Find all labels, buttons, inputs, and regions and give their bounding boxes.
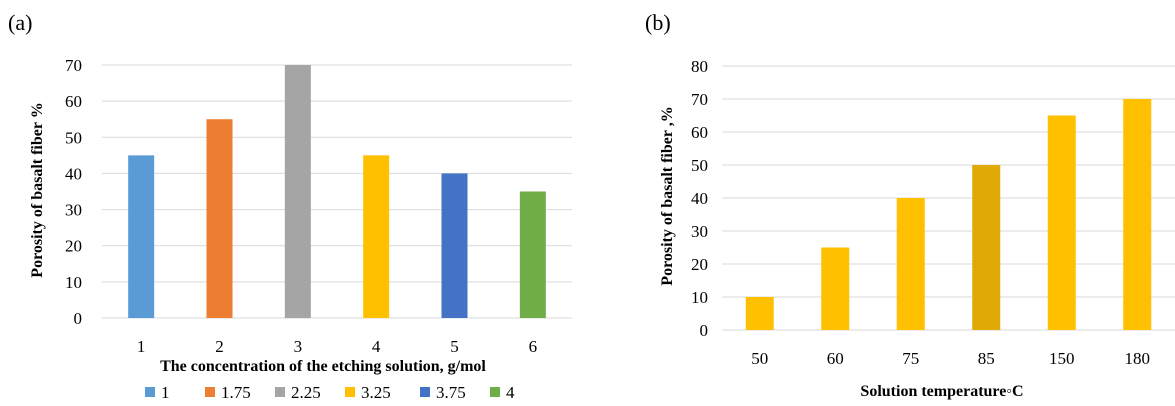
x-tick-label: 6 bbox=[529, 337, 538, 356]
x-axis-title-a: The concentration of the etching solutio… bbox=[160, 358, 486, 375]
y-tick-label: 30 bbox=[691, 222, 708, 241]
y-tick-label: 50 bbox=[691, 156, 708, 175]
y-tick-label: 80 bbox=[691, 57, 708, 76]
legend-swatch bbox=[205, 387, 215, 397]
x-tick-label: 85 bbox=[978, 349, 995, 368]
bar bbox=[128, 155, 155, 318]
legend-label: 3.25 bbox=[361, 383, 391, 402]
x-tick-label: 3 bbox=[294, 337, 303, 356]
x-axis-title-b: Solution temperature◦C bbox=[860, 383, 1023, 400]
bars-b bbox=[745, 99, 1152, 330]
y-tick-label: 60 bbox=[691, 123, 708, 142]
y-tick-label: 50 bbox=[65, 128, 82, 147]
legend-label: 2.25 bbox=[291, 383, 321, 402]
bar bbox=[441, 173, 468, 318]
y-ticks-a: 0 10 20 30 40 50 60 70 bbox=[65, 56, 82, 328]
x-tick-label: 180 bbox=[1125, 349, 1151, 368]
bar bbox=[745, 297, 774, 330]
bar bbox=[972, 165, 1001, 330]
y-tick-label: 70 bbox=[65, 56, 82, 75]
legend-swatch bbox=[145, 387, 155, 397]
panel-label-b: (b) bbox=[645, 10, 671, 35]
gridlines-a bbox=[102, 64, 572, 319]
y-axis-title-a: Porosity of basalt fiber % bbox=[29, 102, 46, 277]
x-tick-label: 5 bbox=[450, 337, 459, 356]
y-tick-label: 30 bbox=[65, 201, 82, 220]
bar bbox=[284, 65, 311, 318]
x-tick-label: 2 bbox=[215, 337, 224, 356]
bar bbox=[1123, 99, 1152, 330]
legend-swatch bbox=[420, 387, 430, 397]
chart-b: (b) 0 10 20 30 40 50 60 70 80 50 60 75 85 150 180 Por… bbox=[645, 10, 1175, 400]
legend-swatch bbox=[275, 387, 285, 397]
y-ticks-b: 0 10 20 30 40 50 60 70 80 bbox=[691, 57, 708, 340]
y-tick-label: 20 bbox=[65, 237, 82, 256]
y-tick-label: 10 bbox=[691, 288, 708, 307]
x-ticks-a: 1 2 3 4 5 6 bbox=[137, 337, 537, 356]
y-tick-label: 10 bbox=[65, 273, 82, 292]
chart-a: (a) 0 10 20 30 40 50 60 70 1 2 3 4 5 6 Porosity of b… bbox=[8, 10, 572, 402]
y-tick-label: 70 bbox=[691, 90, 708, 109]
bar bbox=[206, 119, 233, 318]
bar bbox=[1047, 115, 1076, 330]
legend-a: 1 1.75 2.25 3.25 3.75 4 bbox=[145, 383, 515, 402]
x-ticks-b: 50 60 75 85 150 180 bbox=[751, 349, 1150, 368]
y-axis-title-b: Porosity of basalt fiber ,% bbox=[659, 106, 676, 285]
legend-swatch bbox=[345, 387, 355, 397]
x-tick-label: 50 bbox=[751, 349, 768, 368]
x-tick-label: 75 bbox=[902, 349, 919, 368]
legend-swatch bbox=[490, 387, 500, 397]
y-tick-label: 20 bbox=[691, 255, 708, 274]
y-tick-label: 40 bbox=[691, 189, 708, 208]
legend-label: 4 bbox=[506, 383, 515, 402]
y-tick-label: 40 bbox=[65, 164, 82, 183]
x-tick-label: 1 bbox=[137, 337, 146, 356]
legend-label: 3.75 bbox=[436, 383, 466, 402]
x-tick-label: 60 bbox=[827, 349, 844, 368]
bar bbox=[896, 198, 925, 330]
bar bbox=[821, 247, 850, 330]
bar bbox=[519, 191, 546, 318]
x-tick-label: 4 bbox=[372, 337, 381, 356]
panel-label-a: (a) bbox=[8, 10, 32, 35]
y-tick-label: 0 bbox=[700, 321, 709, 340]
gridlines-b bbox=[722, 65, 1175, 331]
bars-a bbox=[128, 65, 546, 318]
bar bbox=[363, 155, 390, 318]
y-tick-label: 60 bbox=[65, 92, 82, 111]
x-tick-label: 150 bbox=[1049, 349, 1075, 368]
legend-label: 1.75 bbox=[221, 383, 251, 402]
legend-label: 1 bbox=[161, 383, 170, 402]
y-tick-label: 0 bbox=[74, 309, 83, 328]
